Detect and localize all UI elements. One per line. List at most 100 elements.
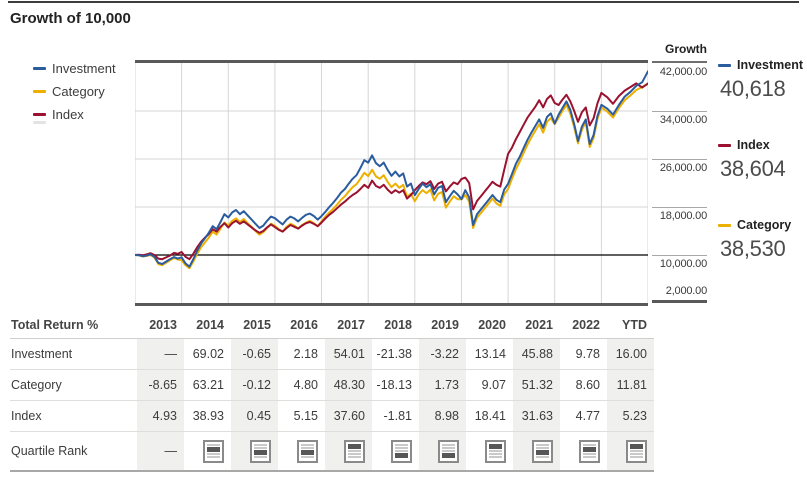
legend-item-category[interactable]: Category [33,83,105,99]
y-axis-label: 10,000.00 [659,258,707,270]
y-axis: Growth 42,000.00 34,000.00 26,000.00 18,000… [650,0,707,320]
index-swatch-icon [718,143,731,147]
total-return-table: Total Return % 2013 2014 2015 2016 2017 2018 20… [10,312,654,472]
quartile-rank-icon [579,439,600,463]
quartile-rank-icon [250,439,271,463]
legend-item-label: Index [52,106,84,122]
y-axis-tick-rule [652,111,707,112]
y-axis-tick-rule [652,255,707,256]
table-header-year: 2015 [231,312,278,339]
y-axis-tick-rule [652,61,707,63]
table-cell: 4.80 [278,369,325,401]
table-cell: 37.60 [325,400,372,432]
y-axis-label: 34,000.00 [659,114,707,126]
quartile-rank-icon [485,439,506,463]
table-cell: 1.73 [419,369,466,401]
table-cell: 9.07 [466,369,513,401]
final-value-item-index: Index [718,138,770,152]
table-cell: 5.23 [607,400,654,432]
final-value-number: 38,530 [720,236,786,261]
table-cell: 4.93 [137,400,184,432]
table-row-index: Index 4.93 38.93 0.45 5.15 37.60 -1.81 8.98 18.4… [10,400,654,432]
series-line-index [135,82,648,261]
row-label: Quartile Rank [10,431,137,472]
table-header-year: 2021 [513,312,560,339]
table-cell [560,431,607,472]
final-value-name: Category [737,218,792,232]
table-cell: 11.81 [607,369,654,401]
table-header-row: Total Return % 2013 2014 2015 2016 2017 2018 20… [10,312,654,339]
table-header-year: 2022 [560,312,607,339]
table-cell [607,431,654,472]
table-cell: 63.21 [184,369,231,401]
quartile-rank-icon [203,439,224,463]
quartile-rank-icon [626,439,647,463]
table-cell: -18.13 [372,369,419,401]
legend-item-investment[interactable]: Investment [33,60,116,76]
investment-swatch-icon [718,63,731,67]
index-swatch-icon [33,112,46,116]
table-cell: 54.01 [325,338,372,370]
quartile-rank-icon [438,439,459,463]
table-cell: 18.41 [466,400,513,432]
table-cell [513,431,560,472]
table-cell: 2.18 [278,338,325,370]
table-header-year: 2014 [184,312,231,339]
y-axis-tick-rule [652,207,707,208]
section-divider [8,1,799,3]
final-value-name: Index [737,138,770,152]
table-head: Total Return % 2013 2014 2015 2016 2017 2018 20… [10,312,654,339]
table-body: Investment —69.02 -0.65 2.18 54.01 -21.38 -3.2… [10,338,654,472]
table-cell: 0.45 [231,400,278,432]
legend-item-label: Category [52,83,105,99]
quartile-rank-icon [297,439,318,463]
final-value-number: 38,604 [720,156,786,181]
y-axis-label: 42,000.00 [659,66,707,78]
page-title: Growth of 10,000 [10,10,131,27]
table-cell: — [137,431,184,472]
table-cell: 45.88 [513,338,560,370]
table-cell [419,431,466,472]
table-header-label: Total Return % [10,312,137,339]
quartile-rank-icon [391,439,412,463]
table-cell: 8.60 [560,369,607,401]
table-header-year: 2017 [325,312,372,339]
table-header-year: 2018 [372,312,419,339]
final-value-item-investment: Investment [718,58,803,72]
legend-item-index[interactable]: Index [33,106,84,122]
table-header-year: 2020 [466,312,513,339]
table-row-investment: Investment —69.02 -0.65 2.18 54.01 -21.38 -3.2… [10,338,654,370]
table-cell: 16.00 [607,338,654,370]
final-value-number: 40,618 [720,76,786,101]
row-label: Investment [10,338,137,370]
quartile-rank-icon [344,439,365,463]
table-cell: -0.12 [231,369,278,401]
row-label: Category [10,369,137,401]
table-cell: -3.22 [419,338,466,370]
table-cell: -1.81 [372,400,419,432]
table-cell [325,431,372,472]
table-header-year: 2019 [419,312,466,339]
table-cell: — [137,338,184,370]
quartile-rank-icon [532,439,553,463]
table-header-year: 2013 [137,312,184,339]
y-axis-tick-rule [652,300,707,303]
series-line-category [135,82,648,270]
faded-legend-dash [33,121,46,124]
category-swatch-icon [718,223,731,227]
growth-chart [135,60,648,306]
table-cell: 38.93 [184,400,231,432]
table-cell: 13.14 [466,338,513,370]
table-cell [184,431,231,472]
final-value-item-category: Category [718,218,791,232]
y-axis-title: Growth [665,42,707,56]
table-cell: -0.65 [231,338,278,370]
growth-chart-svg [135,63,648,303]
y-axis-label: 18,000.00 [659,210,707,222]
table-cell: 51.32 [513,369,560,401]
table-row-category: Category -8.65 63.21 -0.12 4.80 48.30 -18.13 1.… [10,369,654,401]
table-cell: 4.77 [560,400,607,432]
category-swatch-icon [33,89,46,93]
table-cell: 9.78 [560,338,607,370]
